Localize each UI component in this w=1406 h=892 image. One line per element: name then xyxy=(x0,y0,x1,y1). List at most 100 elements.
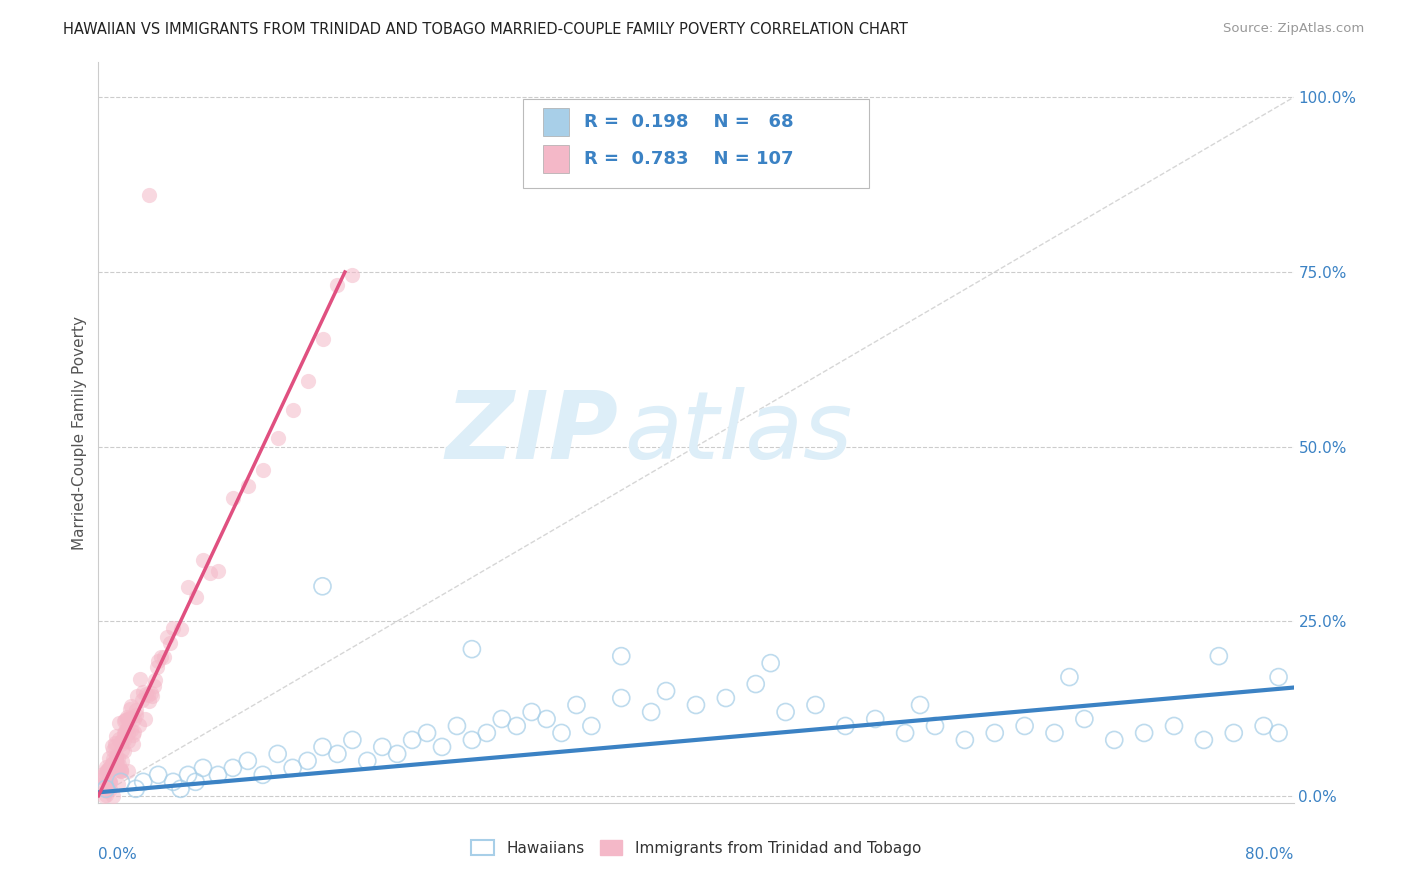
Point xyxy=(311,739,333,754)
Point xyxy=(104,757,127,772)
Point xyxy=(1192,733,1215,747)
Point xyxy=(491,712,513,726)
Point xyxy=(401,733,423,747)
Point xyxy=(139,686,162,700)
Point xyxy=(103,752,125,766)
Point xyxy=(834,719,856,733)
Point xyxy=(536,712,558,726)
Point xyxy=(148,654,170,668)
Point xyxy=(745,677,768,691)
Point xyxy=(326,278,349,293)
Point xyxy=(162,621,184,635)
Point xyxy=(97,761,120,775)
Point xyxy=(114,723,136,738)
Point xyxy=(110,764,132,778)
Point xyxy=(97,762,120,776)
Point xyxy=(267,747,290,761)
Point xyxy=(520,705,543,719)
Point xyxy=(105,753,128,767)
Point xyxy=(610,649,633,664)
Point xyxy=(111,743,134,757)
Point xyxy=(1267,670,1289,684)
Point xyxy=(96,783,118,797)
Point xyxy=(150,650,173,665)
Point xyxy=(200,566,222,581)
Point xyxy=(125,703,148,717)
Point xyxy=(115,722,138,736)
Point xyxy=(311,332,333,346)
Point xyxy=(136,688,159,702)
Point xyxy=(236,754,259,768)
Point xyxy=(94,765,117,780)
Point xyxy=(129,672,152,686)
Point xyxy=(135,687,157,701)
Point xyxy=(120,723,142,737)
Point xyxy=(120,698,142,713)
Point xyxy=(124,725,146,739)
Point xyxy=(461,642,484,657)
Point xyxy=(1104,733,1126,747)
Point xyxy=(184,775,207,789)
Point xyxy=(371,739,394,754)
Point xyxy=(153,650,176,665)
Point xyxy=(110,764,132,779)
Point xyxy=(1208,649,1230,664)
Text: R =  0.783    N = 107: R = 0.783 N = 107 xyxy=(583,150,793,168)
Point xyxy=(124,712,146,726)
Point xyxy=(207,768,229,782)
Point xyxy=(118,711,141,725)
Point xyxy=(108,757,131,772)
Point xyxy=(222,761,245,775)
Point xyxy=(759,656,782,670)
Text: 80.0%: 80.0% xyxy=(1246,847,1294,863)
Point xyxy=(96,763,118,777)
Point xyxy=(446,719,468,733)
Point xyxy=(1014,719,1036,733)
Point xyxy=(385,747,409,761)
Point xyxy=(141,689,163,703)
Point xyxy=(169,781,191,796)
Point xyxy=(117,764,139,778)
Point xyxy=(110,775,132,789)
Point xyxy=(94,781,117,796)
Point xyxy=(156,631,179,645)
Point xyxy=(94,760,117,774)
Point xyxy=(984,726,1007,740)
Point xyxy=(159,636,181,650)
Text: R =  0.198    N =   68: R = 0.198 N = 68 xyxy=(583,112,793,130)
Point xyxy=(908,698,931,712)
Point xyxy=(236,479,259,493)
Point xyxy=(114,726,136,740)
Point xyxy=(177,768,200,782)
Point xyxy=(91,777,114,791)
Point xyxy=(138,188,160,202)
Point xyxy=(207,564,229,578)
Point xyxy=(117,726,139,740)
Text: 0.0%: 0.0% xyxy=(98,847,138,863)
Point xyxy=(222,491,245,505)
Text: HAWAIIAN VS IMMIGRANTS FROM TRINIDAD AND TOBAGO MARRIED-COUPLE FAMILY POVERTY CO: HAWAIIAN VS IMMIGRANTS FROM TRINIDAD AND… xyxy=(63,22,908,37)
Point xyxy=(145,660,167,674)
Point xyxy=(1073,712,1095,726)
Point xyxy=(894,726,917,740)
Point xyxy=(184,590,207,604)
Point xyxy=(267,432,290,446)
Point xyxy=(104,739,127,753)
Point xyxy=(610,691,633,706)
Point xyxy=(252,768,274,782)
Text: Source: ZipAtlas.com: Source: ZipAtlas.com xyxy=(1223,22,1364,36)
Legend: Hawaiians, Immigrants from Trinidad and Tobago: Hawaiians, Immigrants from Trinidad and … xyxy=(465,834,927,862)
Point xyxy=(1253,719,1275,733)
Point xyxy=(640,705,662,719)
Point xyxy=(115,710,138,724)
Point xyxy=(108,731,131,746)
Point xyxy=(118,702,141,716)
Point xyxy=(506,719,529,733)
Point xyxy=(1163,719,1185,733)
Point xyxy=(101,739,124,753)
Point xyxy=(94,789,117,803)
Point xyxy=(128,718,150,732)
Point xyxy=(121,737,143,751)
Point xyxy=(110,764,132,778)
Point xyxy=(281,761,304,775)
